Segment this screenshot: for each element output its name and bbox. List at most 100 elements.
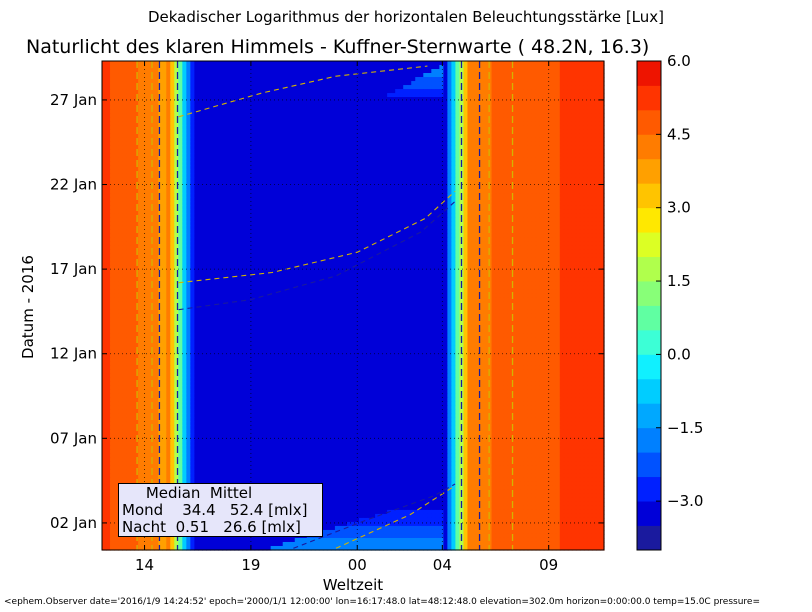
heatmap-cell — [515, 85, 521, 90]
heatmap-cell — [158, 173, 163, 178]
heatmap-cell — [531, 165, 537, 170]
heatmap-cell — [222, 129, 228, 134]
heatmap-cell — [230, 213, 236, 218]
heatmap-cell — [214, 93, 220, 98]
heatmap-cell — [451, 157, 457, 162]
heatmap-cell — [174, 81, 179, 86]
heatmap-cell — [583, 149, 589, 154]
heatmap-cell — [202, 177, 208, 182]
heatmap-cell — [383, 169, 388, 174]
heatmap-cell — [543, 113, 549, 118]
heatmap-cell — [591, 105, 597, 110]
heatmap-cell — [411, 157, 416, 162]
heatmap-cell — [122, 133, 127, 138]
heatmap-cell — [330, 161, 336, 166]
heatmap-cell — [346, 205, 352, 210]
heatmap-cell — [355, 101, 360, 106]
heatmap-cell — [451, 85, 457, 90]
heatmap-cell — [206, 181, 212, 186]
heatmap-cell — [583, 133, 589, 138]
heatmap-cell — [190, 213, 195, 218]
heatmap-cell — [302, 101, 308, 106]
heatmap-cell — [226, 73, 232, 78]
heatmap-cell — [238, 129, 244, 134]
heatmap-cell — [246, 81, 252, 86]
heatmap-cell — [314, 105, 320, 110]
heatmap-cell — [186, 197, 191, 202]
heatmap-cell — [595, 97, 601, 102]
heatmap-cell — [555, 177, 561, 182]
heatmap-cell — [551, 169, 557, 174]
heatmap-cell — [322, 141, 328, 146]
heatmap-cell — [226, 181, 232, 186]
heatmap-cell — [551, 177, 557, 182]
heatmap-cell — [583, 69, 589, 74]
heatmap-cell — [531, 109, 537, 114]
heatmap-cell — [154, 137, 159, 142]
heatmap-cell — [318, 89, 324, 94]
heatmap-cell — [226, 133, 232, 138]
heatmap-cell — [130, 125, 135, 130]
heatmap-cell — [391, 65, 396, 70]
heatmap-cell — [367, 173, 372, 178]
heatmap-cell — [110, 73, 115, 78]
heatmap-cell — [447, 165, 452, 170]
heatmap-cell — [310, 165, 316, 170]
heatmap-cell — [451, 201, 457, 206]
heatmap-cell — [294, 181, 300, 186]
heatmap-cell — [158, 185, 163, 190]
heatmap-cell — [190, 125, 195, 130]
heatmap-cell — [186, 133, 191, 138]
heatmap-cell — [114, 113, 119, 118]
heatmap-cell — [162, 113, 167, 118]
heatmap-cell — [262, 149, 268, 154]
heatmap-cell — [166, 133, 171, 138]
heatmap-cell — [302, 113, 308, 118]
heatmap-cell — [122, 157, 127, 162]
heatmap-cell — [230, 85, 236, 90]
heatmap-cell — [447, 125, 452, 130]
heatmap-cell — [306, 121, 312, 126]
heatmap-cell — [186, 181, 191, 186]
heatmap-cell — [286, 133, 292, 138]
heatmap-cell — [266, 145, 272, 150]
heatmap-cell — [443, 153, 448, 158]
heatmap-cell — [575, 161, 581, 166]
heatmap-cell — [154, 209, 159, 214]
heatmap-cell — [483, 125, 489, 130]
heatmap-cell — [375, 101, 380, 106]
heatmap-cell — [282, 153, 288, 158]
heatmap-cell — [106, 165, 111, 170]
heatmap-cell — [435, 121, 440, 126]
heatmap-cell — [310, 69, 316, 74]
heatmap-cell — [106, 97, 111, 102]
heatmap-cell — [242, 189, 248, 194]
heatmap-cell — [515, 121, 521, 126]
heatmap-cell — [531, 153, 537, 158]
heatmap-cell — [427, 137, 432, 142]
heatmap-cell — [523, 113, 529, 118]
heatmap-cell — [443, 81, 448, 86]
heatmap-cell — [399, 209, 404, 214]
heatmap-cell — [298, 177, 304, 182]
heatmap-cell — [487, 149, 493, 154]
heatmap-cell — [286, 201, 292, 206]
heatmap-cell — [411, 145, 416, 150]
heatmap-cell — [395, 97, 400, 102]
heatmap-cell — [511, 213, 517, 218]
heatmap-cell — [294, 109, 300, 114]
heatmap-cell — [106, 149, 111, 154]
heatmap-cell — [122, 77, 127, 82]
heatmap-cell — [106, 197, 111, 202]
heatmap-cell — [286, 217, 292, 222]
heatmap-cell — [134, 153, 139, 158]
heatmap-cell — [198, 69, 203, 74]
heatmap-cell — [407, 201, 412, 206]
heatmap-cell — [583, 141, 589, 146]
heatmap-cell — [539, 153, 545, 158]
heatmap-cell — [350, 93, 356, 98]
heatmap-cell — [306, 169, 312, 174]
heatmap-cell — [330, 61, 336, 66]
heatmap-cell — [535, 61, 541, 66]
heatmap-cell — [170, 105, 175, 110]
